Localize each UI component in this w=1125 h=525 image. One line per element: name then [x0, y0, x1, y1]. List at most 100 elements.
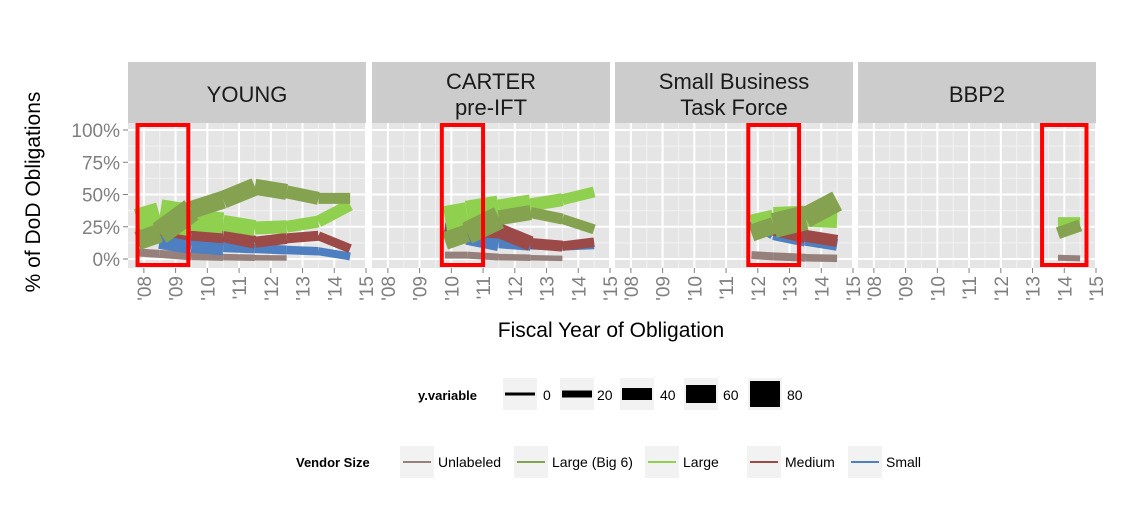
- series-segment: [188, 191, 226, 219]
- series-segment: [254, 232, 288, 248]
- series-segment: [134, 224, 163, 250]
- x-tick-label: '15: [844, 276, 865, 301]
- x-axis-title: Fiscal Year of Obligation: [498, 319, 724, 342]
- x-tick-label: '09: [411, 276, 432, 301]
- series-segment: [529, 193, 564, 212]
- legend-color-label: Medium: [785, 454, 835, 470]
- x-tick-label: '08: [135, 276, 156, 301]
- x-tick-label: '08: [622, 276, 643, 301]
- x-tick-label: '08: [379, 276, 400, 301]
- strip-label: Task Force: [680, 95, 788, 120]
- x-tick-label: '12: [506, 276, 527, 301]
- x-tick-label: '14: [325, 276, 346, 301]
- x-tick-label: '13: [538, 276, 559, 301]
- series-segment: [190, 225, 224, 244]
- y-tick-label: 75%: [82, 153, 120, 174]
- strip-background: [858, 62, 1096, 123]
- series-segment: [253, 178, 288, 200]
- strip-label: BBP2: [949, 82, 1005, 107]
- series-segment: [561, 237, 595, 251]
- series-segment: [529, 207, 564, 225]
- x-tick-label: '09: [167, 276, 188, 301]
- series-segment: [804, 229, 839, 247]
- highlight-box: [1040, 123, 1089, 267]
- strip-background: [128, 62, 366, 123]
- x-tick-label: '14: [569, 276, 590, 301]
- x-tick-label: '15: [1087, 276, 1108, 301]
- y-tick-label: 25%: [82, 218, 120, 239]
- x-tick-label: '08: [865, 276, 886, 301]
- x-tick-label: '09: [654, 276, 675, 301]
- series-segment: [751, 251, 774, 261]
- series-segment: [152, 200, 199, 243]
- x-tick-label: '10: [928, 276, 949, 301]
- series-unlabeled: [137, 248, 287, 261]
- series-segment: [286, 230, 319, 244]
- series-segment: [190, 236, 224, 256]
- x-tick-label: '11: [717, 276, 738, 299]
- panels-layer: YOUNG 0% 25% 50% 75% 100% '08 '09 '10 '11 '12 '13 '1…: [71, 62, 1108, 301]
- x-tick-label: '15: [601, 276, 622, 301]
- series-segment: [254, 244, 287, 255]
- series-segment: [442, 224, 471, 250]
- legend-size-label: 20: [597, 387, 613, 403]
- series-segment: [1055, 219, 1083, 239]
- series-segment: [561, 186, 596, 206]
- y-tick-label: 0%: [93, 250, 121, 271]
- x-tick-label: '10: [198, 276, 219, 301]
- series-segment: [805, 253, 838, 263]
- legend-size-label: 0: [543, 387, 551, 403]
- legend-size-title: y.variable: [418, 388, 477, 403]
- series-large-big-6: [134, 178, 351, 250]
- series-segment: [219, 178, 259, 208]
- y-tick-label: 50%: [82, 186, 120, 207]
- x-tick-label: '13: [781, 276, 802, 301]
- highlight-box: [135, 123, 191, 267]
- y-tick-label: 100%: [71, 121, 120, 142]
- series-segment: [316, 231, 352, 253]
- strip-label: Small Business: [659, 69, 809, 94]
- series-segment: [221, 214, 257, 236]
- legend-color: Vendor Size Unlabeled Large (Big 6) Large Me…: [296, 446, 921, 478]
- series-segment: [285, 185, 320, 205]
- highlight-box: [746, 123, 802, 267]
- x-tick-label: '12: [749, 276, 770, 301]
- series-segment: [496, 223, 534, 251]
- x-tick-label: '10: [685, 276, 706, 301]
- x-tick-label: '15: [357, 276, 378, 301]
- series-segment: [223, 242, 256, 254]
- series-segment: [497, 205, 532, 226]
- series-segment: [1057, 254, 1081, 262]
- strip-label: YOUNG: [207, 82, 288, 107]
- x-tick-label: '10: [442, 276, 463, 301]
- series-layer: [133, 178, 353, 261]
- series-segment: [317, 247, 351, 261]
- series-segment: [315, 199, 353, 227]
- series-segment: [191, 252, 224, 261]
- series-segment: [560, 214, 596, 235]
- strip-label: pre-IFT: [455, 95, 527, 120]
- legend-size-label: 80: [787, 387, 803, 403]
- series-segment: [800, 191, 843, 228]
- series-segment: [497, 194, 533, 221]
- legend-color-label: Unlabeled: [438, 454, 501, 470]
- series-segment: [137, 248, 160, 258]
- x-tick-label: '11: [230, 276, 251, 299]
- series-layer: [1055, 217, 1083, 262]
- y-axis-title: % of DoD Obligations: [22, 92, 45, 293]
- series-segment: [223, 253, 255, 261]
- x-tick-label: '13: [294, 276, 315, 301]
- series-segment: [159, 249, 192, 261]
- legend-color-label: Small: [886, 454, 921, 470]
- panel-1: YOUNG 0% 25% 50% 75% 100% '08 '09 '10 '11 '12 '13 '1…: [71, 62, 378, 301]
- strip-background: [372, 62, 610, 123]
- x-tick-label: '11: [474, 276, 495, 299]
- series-segment: [221, 229, 257, 249]
- legend-size-label: 60: [723, 387, 739, 403]
- legend-color-label: Large: [683, 454, 719, 470]
- x-tick-label: '14: [1055, 276, 1076, 301]
- series-segment: [530, 238, 563, 252]
